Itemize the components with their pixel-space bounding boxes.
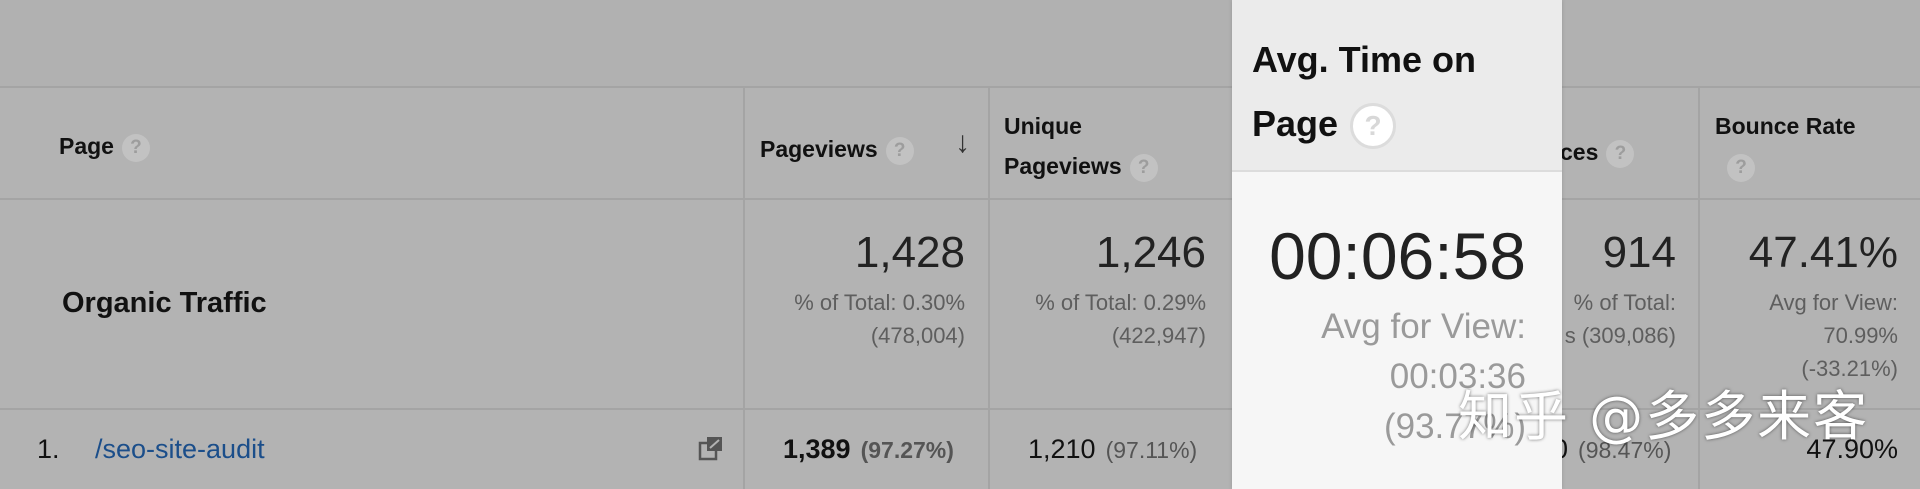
summary-avg-time-value: 00:06:58 xyxy=(1269,219,1526,293)
col-header-avg-time-line2: Page xyxy=(1252,103,1339,144)
col-header-unique-line2: Pageviews xyxy=(1004,153,1122,179)
summary-pageviews-total: (478,004) xyxy=(870,323,965,348)
col-header-avg-time[interactable]: Avg. Time on Page? xyxy=(1232,0,1562,172)
row-unique-value: 1,210 xyxy=(1028,434,1096,464)
row-page-link[interactable]: /seo-site-audit xyxy=(95,434,265,464)
summary-entrances-total-value: (309,086) xyxy=(1581,323,1676,348)
summary-entrances-value: 914 xyxy=(1602,228,1676,277)
summary-bounce-sub3: (-33.21%) xyxy=(1801,356,1898,381)
summary-bounce-value: 47.41% xyxy=(1748,228,1898,277)
summary-avg-time-sub1: Avg for View: xyxy=(1321,307,1526,346)
col-header-bounce-rate[interactable]: Bounce Rate ? xyxy=(1715,106,1856,186)
row-entrances-pct: (98.47%) xyxy=(1578,437,1672,463)
col-header-unique-pageviews[interactable]: Unique Pageviews? xyxy=(1004,106,1158,186)
summary-pageviews-value: 1,428 xyxy=(854,228,965,277)
help-icon[interactable]: ? xyxy=(1350,103,1397,150)
summary-bounce-sub1: Avg for View: xyxy=(1769,290,1898,315)
col-header-pageviews-label: Pageviews xyxy=(760,136,878,162)
col-header-bounce-label: Bounce Rate xyxy=(1715,113,1856,139)
summary-entrances-total: s (309,086) xyxy=(1565,319,1676,352)
col-divider xyxy=(1698,88,1700,489)
report-top-band xyxy=(0,0,1920,88)
col-header-avg-time-line1: Avg. Time on xyxy=(1252,39,1477,80)
summary-label: Organic Traffic xyxy=(62,287,267,319)
col-divider xyxy=(743,88,745,489)
watermark: 知乎 @多多来客 xyxy=(1458,385,1870,448)
external-link-icon[interactable] xyxy=(698,435,724,461)
summary-entrances-prefix: s xyxy=(1564,323,1576,348)
col-header-page-label: Page xyxy=(59,133,114,159)
help-icon[interactable]: ? xyxy=(1727,153,1755,182)
summary-entrances-share: % of Total: xyxy=(1573,290,1676,315)
summary-pageviews-share: % of Total: 0.30% xyxy=(794,290,965,315)
avg-time-highlight-column: Avg. Time on Page? 00:06:58 Avg for View… xyxy=(1232,0,1562,489)
header-bottom-rule xyxy=(0,198,1920,200)
row-unique: 1,210 (97.11%) xyxy=(1028,434,1197,465)
row-entrances: 0(98.47%) xyxy=(1553,434,1671,465)
summary-unique-value: 1,246 xyxy=(1095,228,1206,277)
col-header-pageviews[interactable]: Pageviews? xyxy=(760,129,914,169)
sort-desc-icon[interactable]: ↓ xyxy=(955,126,970,159)
col-header-page[interactable]: Page? xyxy=(59,126,150,166)
row-bounce: 47.90% xyxy=(1806,434,1898,464)
row-pageviews: 1,389 (97.27%) xyxy=(783,434,954,465)
col-divider xyxy=(988,88,990,489)
col-header-unique-line1: Unique xyxy=(1004,113,1082,139)
summary-bounce-sub2: 70.99% xyxy=(1823,323,1898,348)
row-pageviews-pct: (97.27%) xyxy=(860,437,954,463)
help-icon[interactable]: ? xyxy=(885,136,914,165)
help-icon[interactable]: ? xyxy=(121,133,150,162)
summary-bottom-rule xyxy=(0,408,1920,410)
col-header-avg-time-title: Avg. Time on Page? xyxy=(1252,28,1552,156)
row-pageviews-value: 1,389 xyxy=(783,434,851,464)
help-icon[interactable]: ? xyxy=(1129,153,1158,182)
row-unique-pct: (97.11%) xyxy=(1105,437,1198,463)
header-top-rule xyxy=(0,86,1920,88)
summary-avg-time-sub3: (93.77%) xyxy=(1383,407,1526,446)
summary-avg-time-sub2: 00:03:36 xyxy=(1389,357,1526,396)
summary-unique-share: % of Total: 0.29% xyxy=(1035,290,1206,315)
col-header-entrances-label: ces xyxy=(1560,139,1599,165)
row-index: 1. xyxy=(37,434,60,464)
col-header-entrances[interactable]: ces? xyxy=(1560,132,1635,172)
summary-avg-time-subtext: Avg for View: 00:03:36 (93.77%) xyxy=(1226,302,1526,452)
summary-unique-total: (422,947) xyxy=(1111,323,1206,348)
help-icon[interactable]: ? xyxy=(1606,139,1635,168)
